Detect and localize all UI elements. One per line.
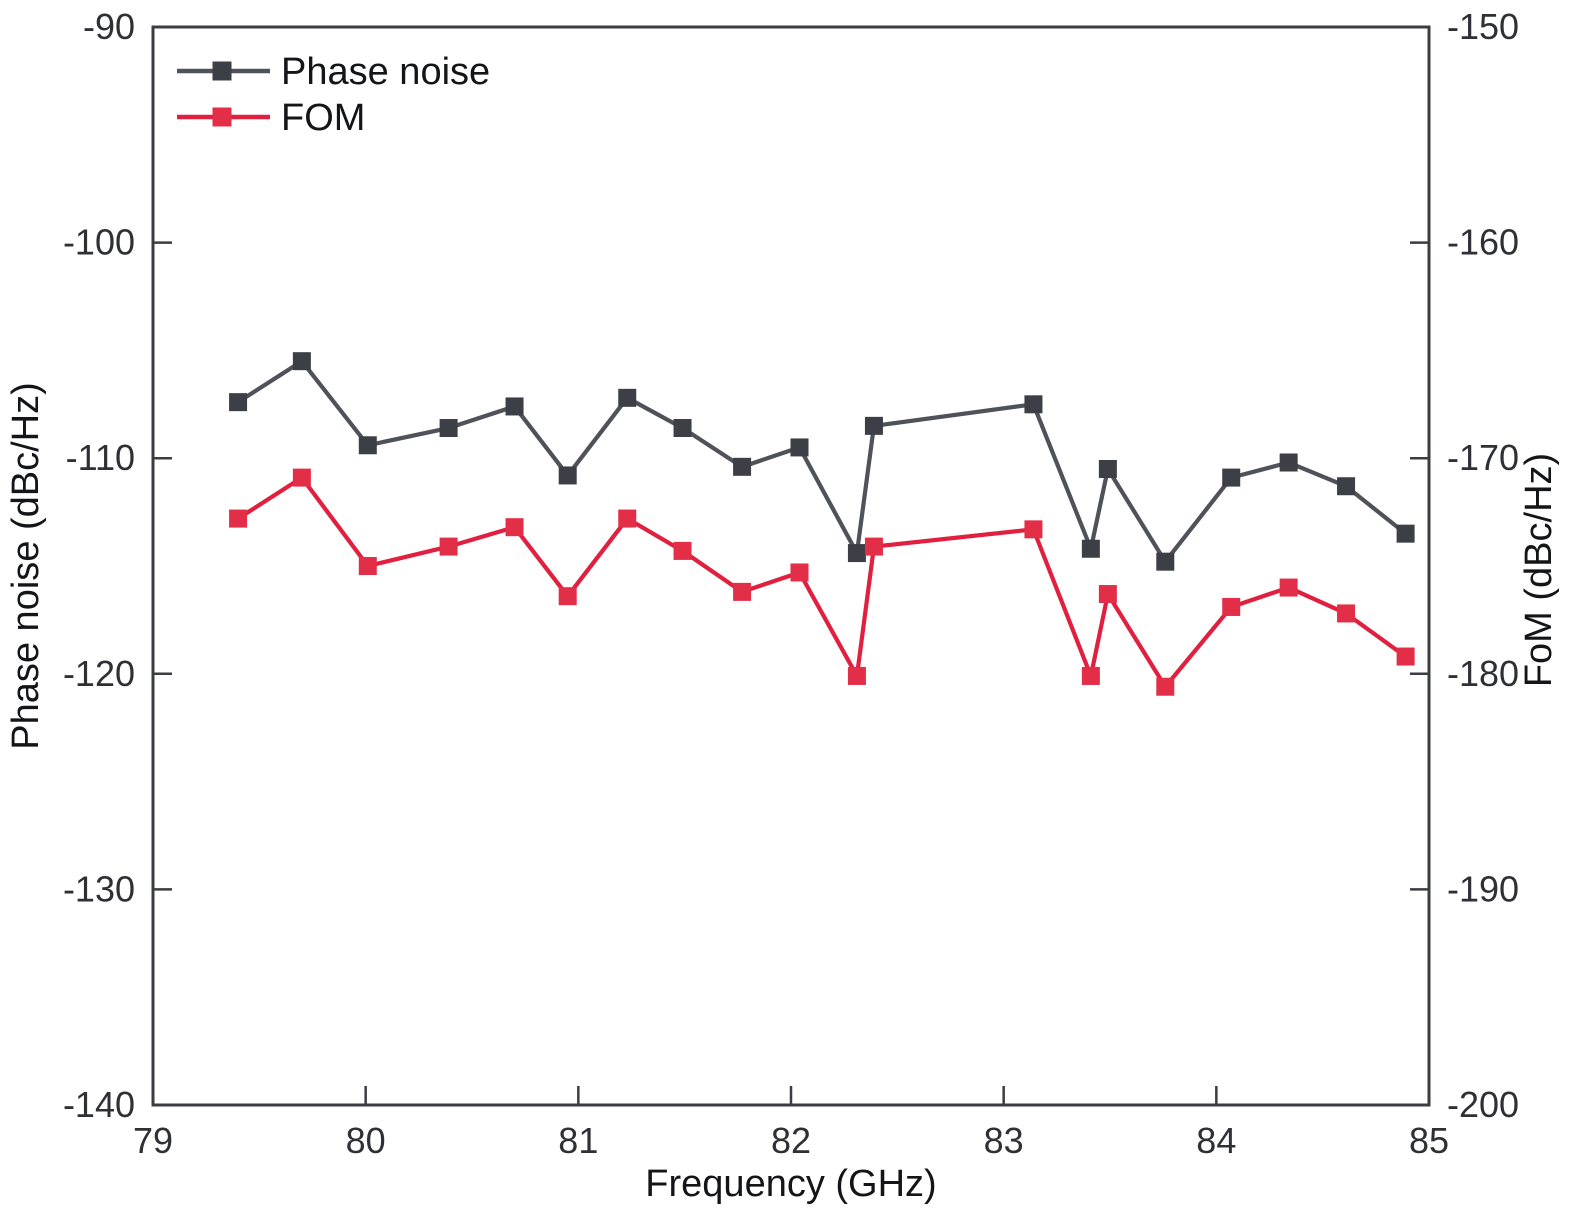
fom-data-point: [1337, 604, 1356, 623]
fom-data-point: [1098, 585, 1117, 604]
fom-data-point: [505, 518, 524, 537]
phase-noise-data-point: [1156, 552, 1175, 571]
x-tick-label: 83: [984, 1120, 1024, 1161]
phase-noise-data-point: [1098, 459, 1117, 478]
phase-noise-data-point: [1396, 524, 1415, 543]
y-right-axis-title: FoM (dBc/Hz): [1518, 453, 1560, 687]
fom-data-point: [790, 563, 809, 582]
legend-item-label: Phase noise: [281, 51, 490, 93]
y-left-tick-label: -90: [83, 6, 135, 47]
phase-noise-data-point: [558, 466, 577, 485]
y-left-tick-label: -110: [66, 437, 135, 478]
y-left-tick-label: -120: [63, 653, 135, 694]
phase-noise-data-point: [1337, 477, 1356, 496]
fom-data-point: [1024, 520, 1043, 539]
x-tick-label: 81: [558, 1120, 598, 1161]
fom-data-point: [1081, 666, 1100, 685]
axis-ticks: 79 80 81 82 83 84 85 -90 -100 -110 -120 -130 -140 -15…: [63, 6, 1519, 1161]
fom-data-point: [864, 537, 883, 556]
phase-noise-data-point: [292, 352, 311, 371]
fom-data-point: [229, 509, 248, 528]
y-right-tick-label: -170: [1447, 437, 1519, 478]
series-layer: [229, 352, 1415, 696]
fom-data-point: [673, 541, 692, 560]
legend-item-label: FOM: [281, 97, 365, 139]
phase-noise-data-point: [439, 419, 458, 438]
y-right-tick-label: -180: [1447, 653, 1519, 694]
fom-data-point: [358, 557, 377, 575]
x-tick-label: 84: [1196, 1120, 1236, 1161]
x-axis-title: Frequency (GHz): [645, 1163, 936, 1205]
phase-noise-data-point: [1024, 395, 1043, 414]
phase-noise-data-point: [790, 438, 809, 457]
y-right-tick-label: -160: [1447, 222, 1519, 263]
fom-data-point: [558, 587, 577, 606]
y-right-tick-label: -190: [1447, 868, 1519, 909]
fom-data-point: [439, 537, 458, 556]
fom-data-point: [1222, 597, 1241, 616]
phase-noise-data-point: [1279, 453, 1298, 472]
x-tick-label: 82: [771, 1120, 811, 1161]
phase-noise-data-point: [505, 397, 524, 416]
phase-noise-data-point: [618, 388, 637, 407]
y-left-tick-label: -140: [63, 1084, 135, 1125]
fom-data-point: [292, 468, 311, 487]
phase-noise-data-point: [733, 457, 752, 476]
phase-noise-data-point: [1222, 468, 1241, 487]
fom-data-point: [1279, 578, 1298, 597]
legend-marker-swatch: [212, 107, 232, 127]
fom-data-point: [1396, 647, 1415, 666]
fom-series-line: [236, 475, 1407, 689]
phase-noise-data-point: [1081, 539, 1100, 558]
y-left-tick-label: -130: [63, 868, 135, 909]
y-right-tick-label: -200: [1447, 1084, 1519, 1125]
fom-data-point: [1156, 677, 1175, 696]
y-left-axis-title: Phase noise (dBc/Hz): [5, 382, 47, 750]
x-tick-label: 80: [346, 1120, 386, 1161]
phase-noise-series-line: [236, 359, 1407, 564]
fom-data-point: [847, 666, 866, 685]
y-right-tick-label: -150: [1447, 6, 1519, 47]
x-tick-label: 79: [133, 1120, 173, 1161]
phase-noise-data-point: [358, 436, 377, 455]
y-left-tick-label: -100: [63, 222, 135, 263]
phase-noise-data-point: [229, 393, 248, 412]
fom-data-point: [618, 509, 637, 528]
x-tick-label: 85: [1409, 1120, 1449, 1161]
phase-noise-data-point: [847, 544, 866, 563]
legend-marker-swatch: [212, 61, 232, 81]
fom-data-point: [733, 582, 752, 601]
phase-noise-data-point: [673, 419, 692, 438]
phase-noise-data-point: [864, 416, 883, 435]
